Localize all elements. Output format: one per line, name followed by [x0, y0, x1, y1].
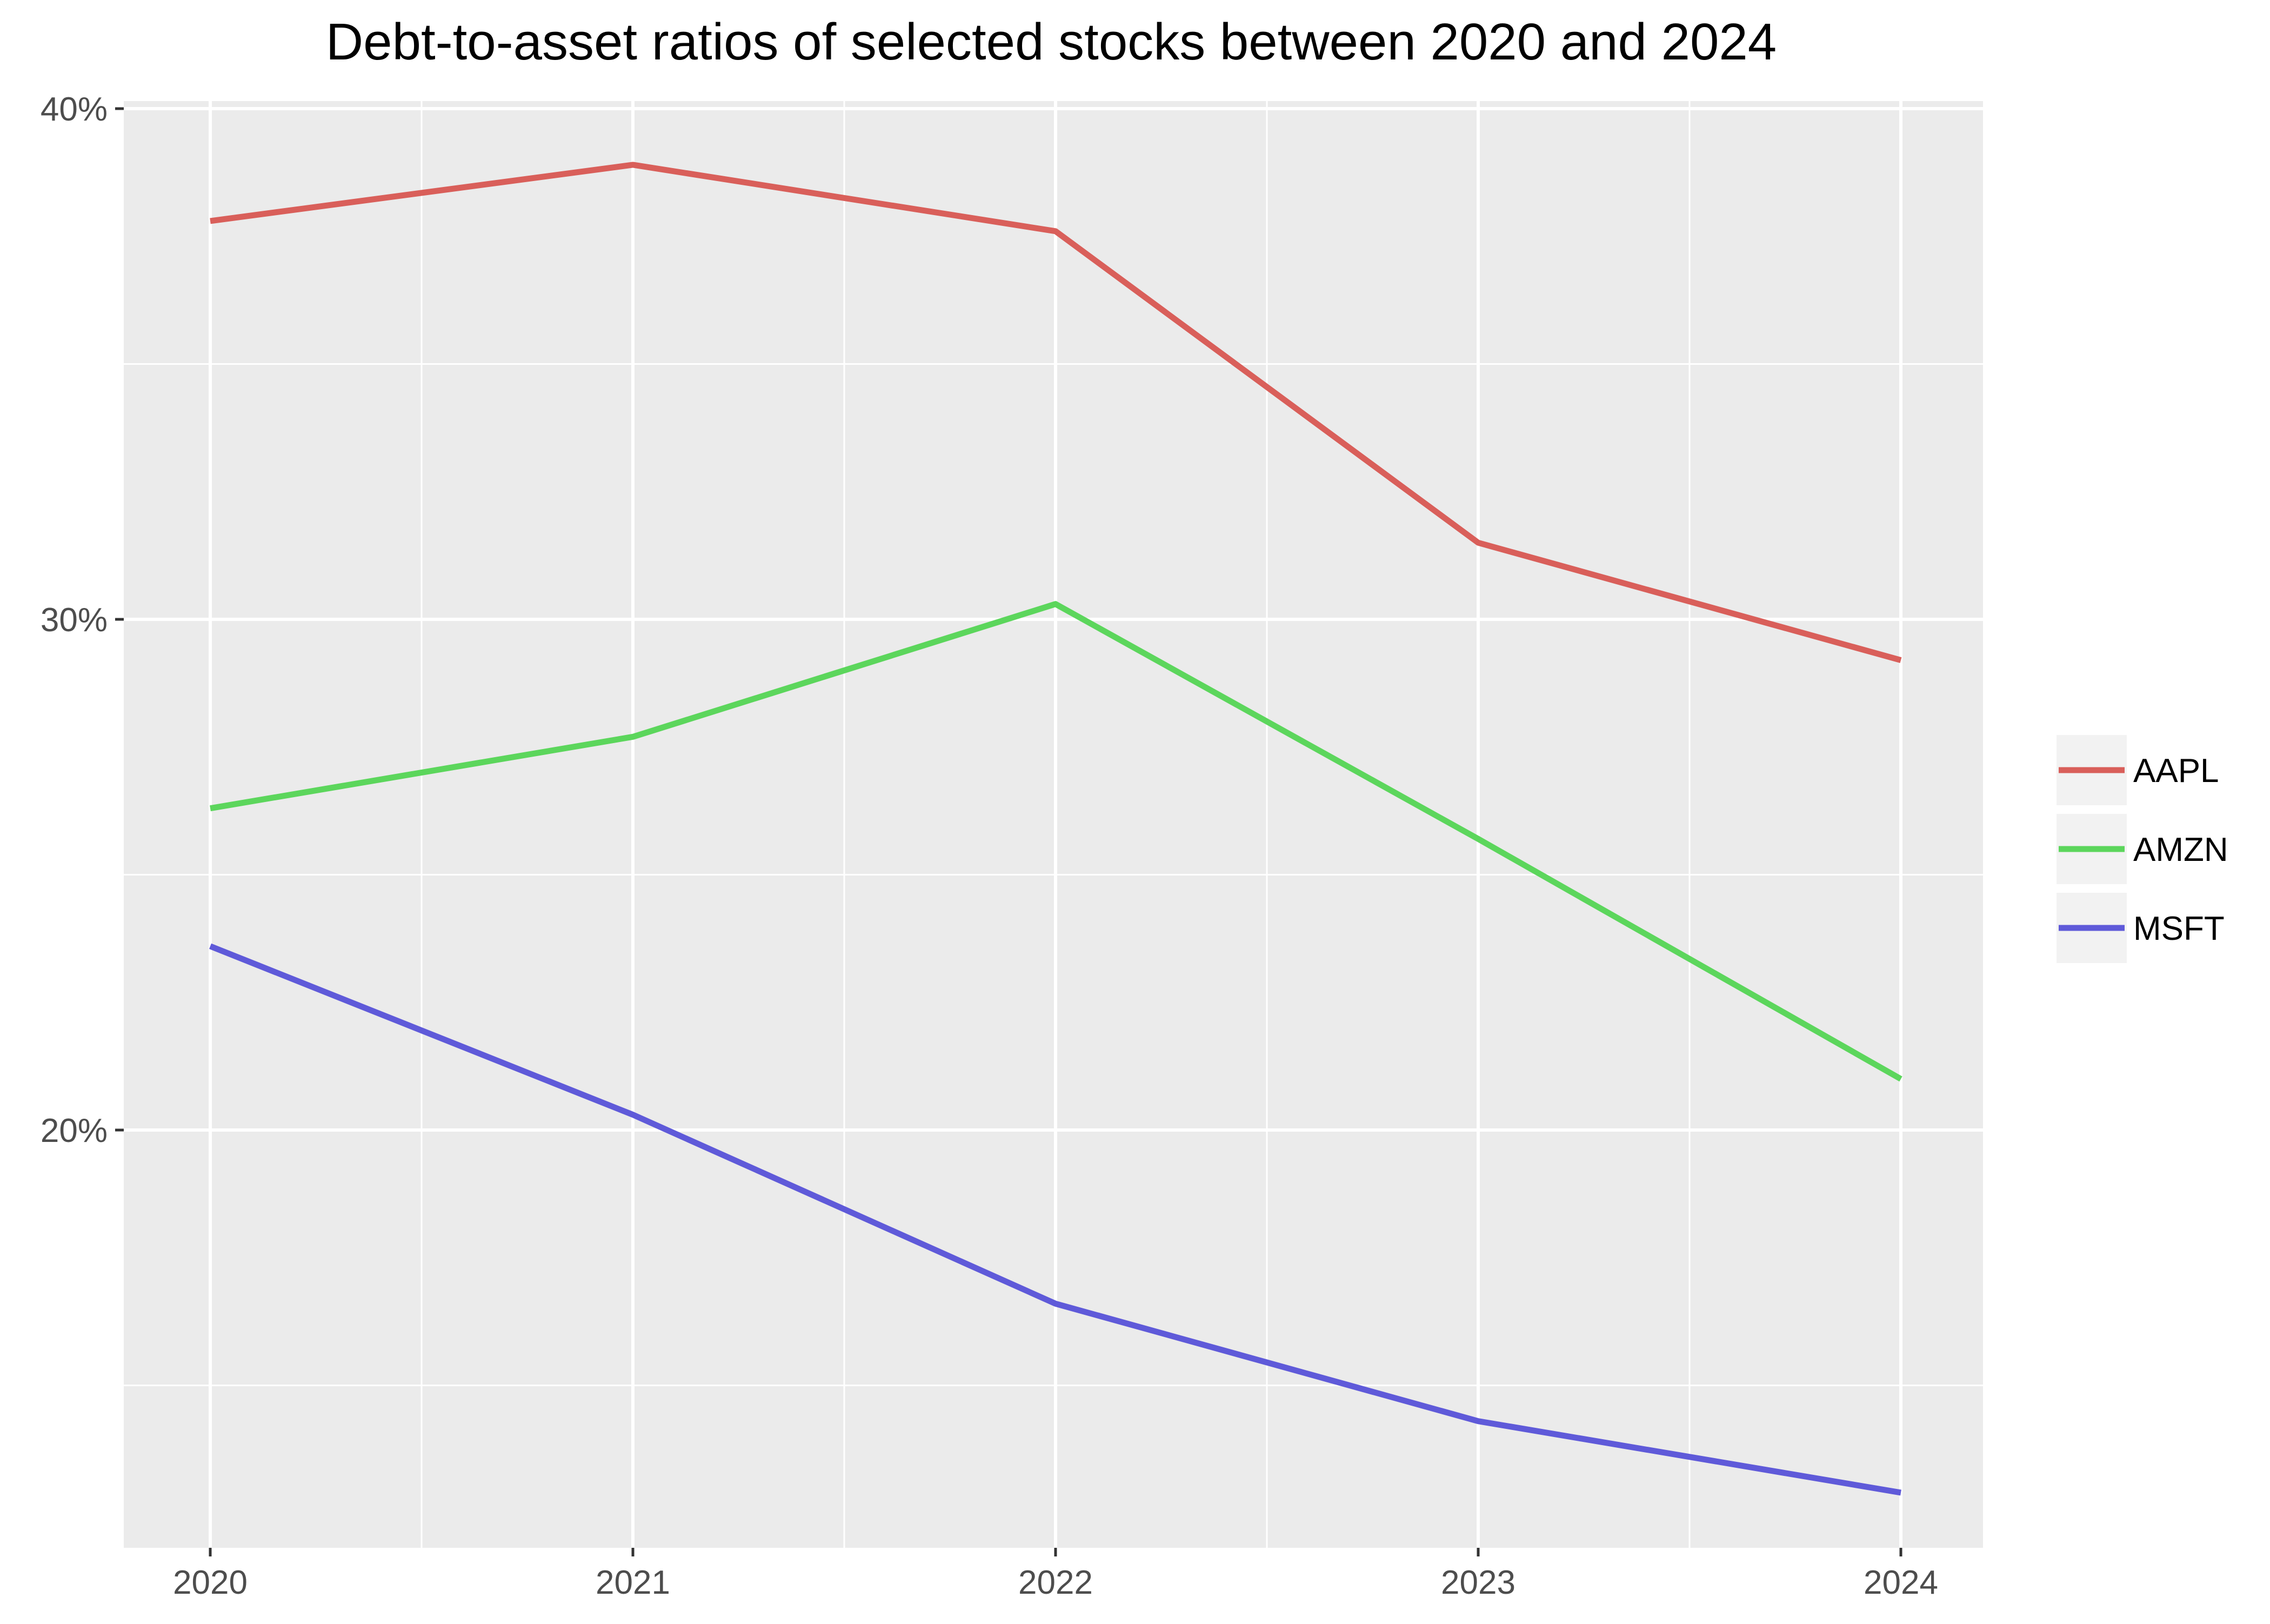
- series-line-aapl: [210, 162, 1902, 663]
- y-tick-label: 30%: [41, 602, 108, 639]
- legend-label-aapl: AAPL: [2133, 752, 2219, 790]
- y-axis: 40% 30% 20%: [41, 91, 124, 1150]
- plot-panel: [124, 101, 1983, 1548]
- legend-label-amzn: AMZN: [2133, 831, 2228, 868]
- x-tick-label: 2024: [1864, 1564, 1938, 1601]
- x-tick-label: 2020: [173, 1564, 248, 1601]
- legend-label-msft: MSFT: [2133, 910, 2225, 947]
- minor-grid: [124, 101, 1983, 1548]
- chart-title: Debt-to-asset ratios of selected stocks …: [326, 13, 1777, 71]
- series-line-amzn: [210, 601, 1902, 1082]
- x-tick-label: 2023: [1441, 1564, 1515, 1601]
- series-line-msft: [209, 943, 1901, 1496]
- x-tick-label: 2021: [596, 1564, 670, 1601]
- y-tick-label: 20%: [41, 1112, 108, 1150]
- legend: AAPL AMZN MSFT: [2057, 735, 2228, 963]
- x-tick-label: 2022: [1018, 1564, 1093, 1601]
- y-tick-label: 40%: [41, 91, 108, 128]
- series-lines: [209, 162, 1902, 1496]
- x-axis: 2020 2021 2022 2023 2024: [173, 1548, 1938, 1601]
